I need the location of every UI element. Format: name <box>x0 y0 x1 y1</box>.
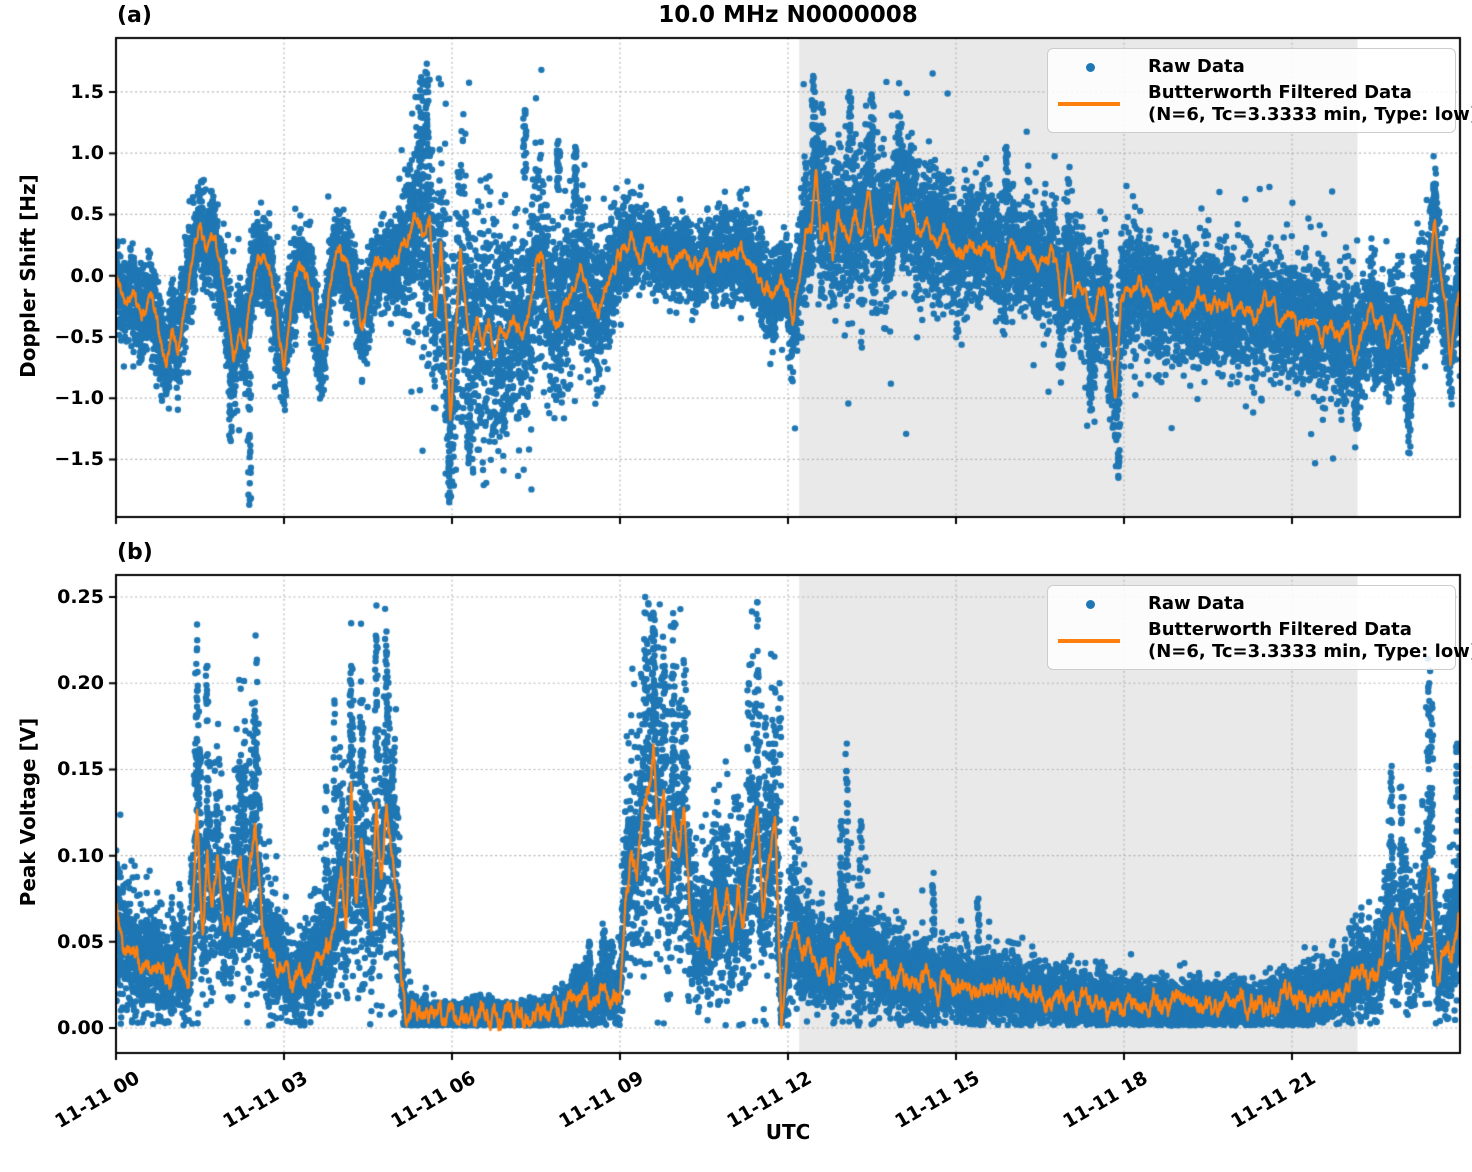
panel-b-ylabel: Peak Voltage [V] <box>16 717 40 907</box>
y-tick-label: 1.5 <box>70 80 104 103</box>
panel-b-letter: (b) <box>117 540 153 565</box>
legend-filtered-label-line1: Butterworth Filtered Data <box>1148 619 1412 640</box>
y-tick-label: 0.10 <box>57 844 104 867</box>
legend-filtered-label-line1: Butterworth Filtered Data <box>1148 82 1412 103</box>
panel-a-letter: (a) <box>117 3 152 28</box>
figure-title: 10.0 MHz N0000008 <box>658 2 918 28</box>
legend-panel-b: Raw Data Butterworth Filtered Data (N=6,… <box>1047 585 1472 670</box>
y-tick-label: 0.0 <box>70 264 104 287</box>
legend-entry-raw: Raw Data <box>1056 591 1447 617</box>
legend-filtered-label-line2: (N=6, Tc=3.3333 min, Type: low) <box>1148 641 1472 662</box>
y-tick-label: 0.15 <box>57 758 104 781</box>
legend-entry-filtered: Butterworth Filtered Data (N=6, Tc=3.333… <box>1056 82 1472 126</box>
legend-entry-raw: Raw Data <box>1056 54 1447 80</box>
y-tick-label: 0.20 <box>57 672 104 695</box>
legend-entry-filtered: Butterworth Filtered Data (N=6, Tc=3.333… <box>1056 619 1472 663</box>
y-tick-label: 0.5 <box>70 203 104 226</box>
legend-panel-a: Raw Data Butterworth Filtered Data (N=6,… <box>1047 48 1472 133</box>
raw-data-marker-icon <box>1086 599 1095 609</box>
y-tick-label: 0.25 <box>57 586 104 609</box>
filtered-line-marker-icon <box>1058 102 1120 106</box>
filtered-line-marker-icon <box>1058 639 1120 643</box>
legend-raw-label: Raw Data <box>1148 56 1245 77</box>
y-tick-label: 0.05 <box>57 930 104 953</box>
y-tick-label: −0.5 <box>54 325 104 348</box>
legend-filtered-label-line2: (N=6, Tc=3.3333 min, Type: low) <box>1148 104 1472 125</box>
legend-raw-label: Raw Data <box>1148 593 1245 614</box>
y-tick-label: −1.5 <box>54 448 104 471</box>
y-tick-label: 0.00 <box>57 1017 104 1039</box>
y-tick-label: −1.0 <box>54 387 104 410</box>
raw-data-marker-icon <box>1086 62 1095 72</box>
y-tick-label: 1.0 <box>70 142 104 165</box>
x-axis-label: UTC <box>765 1120 811 1144</box>
